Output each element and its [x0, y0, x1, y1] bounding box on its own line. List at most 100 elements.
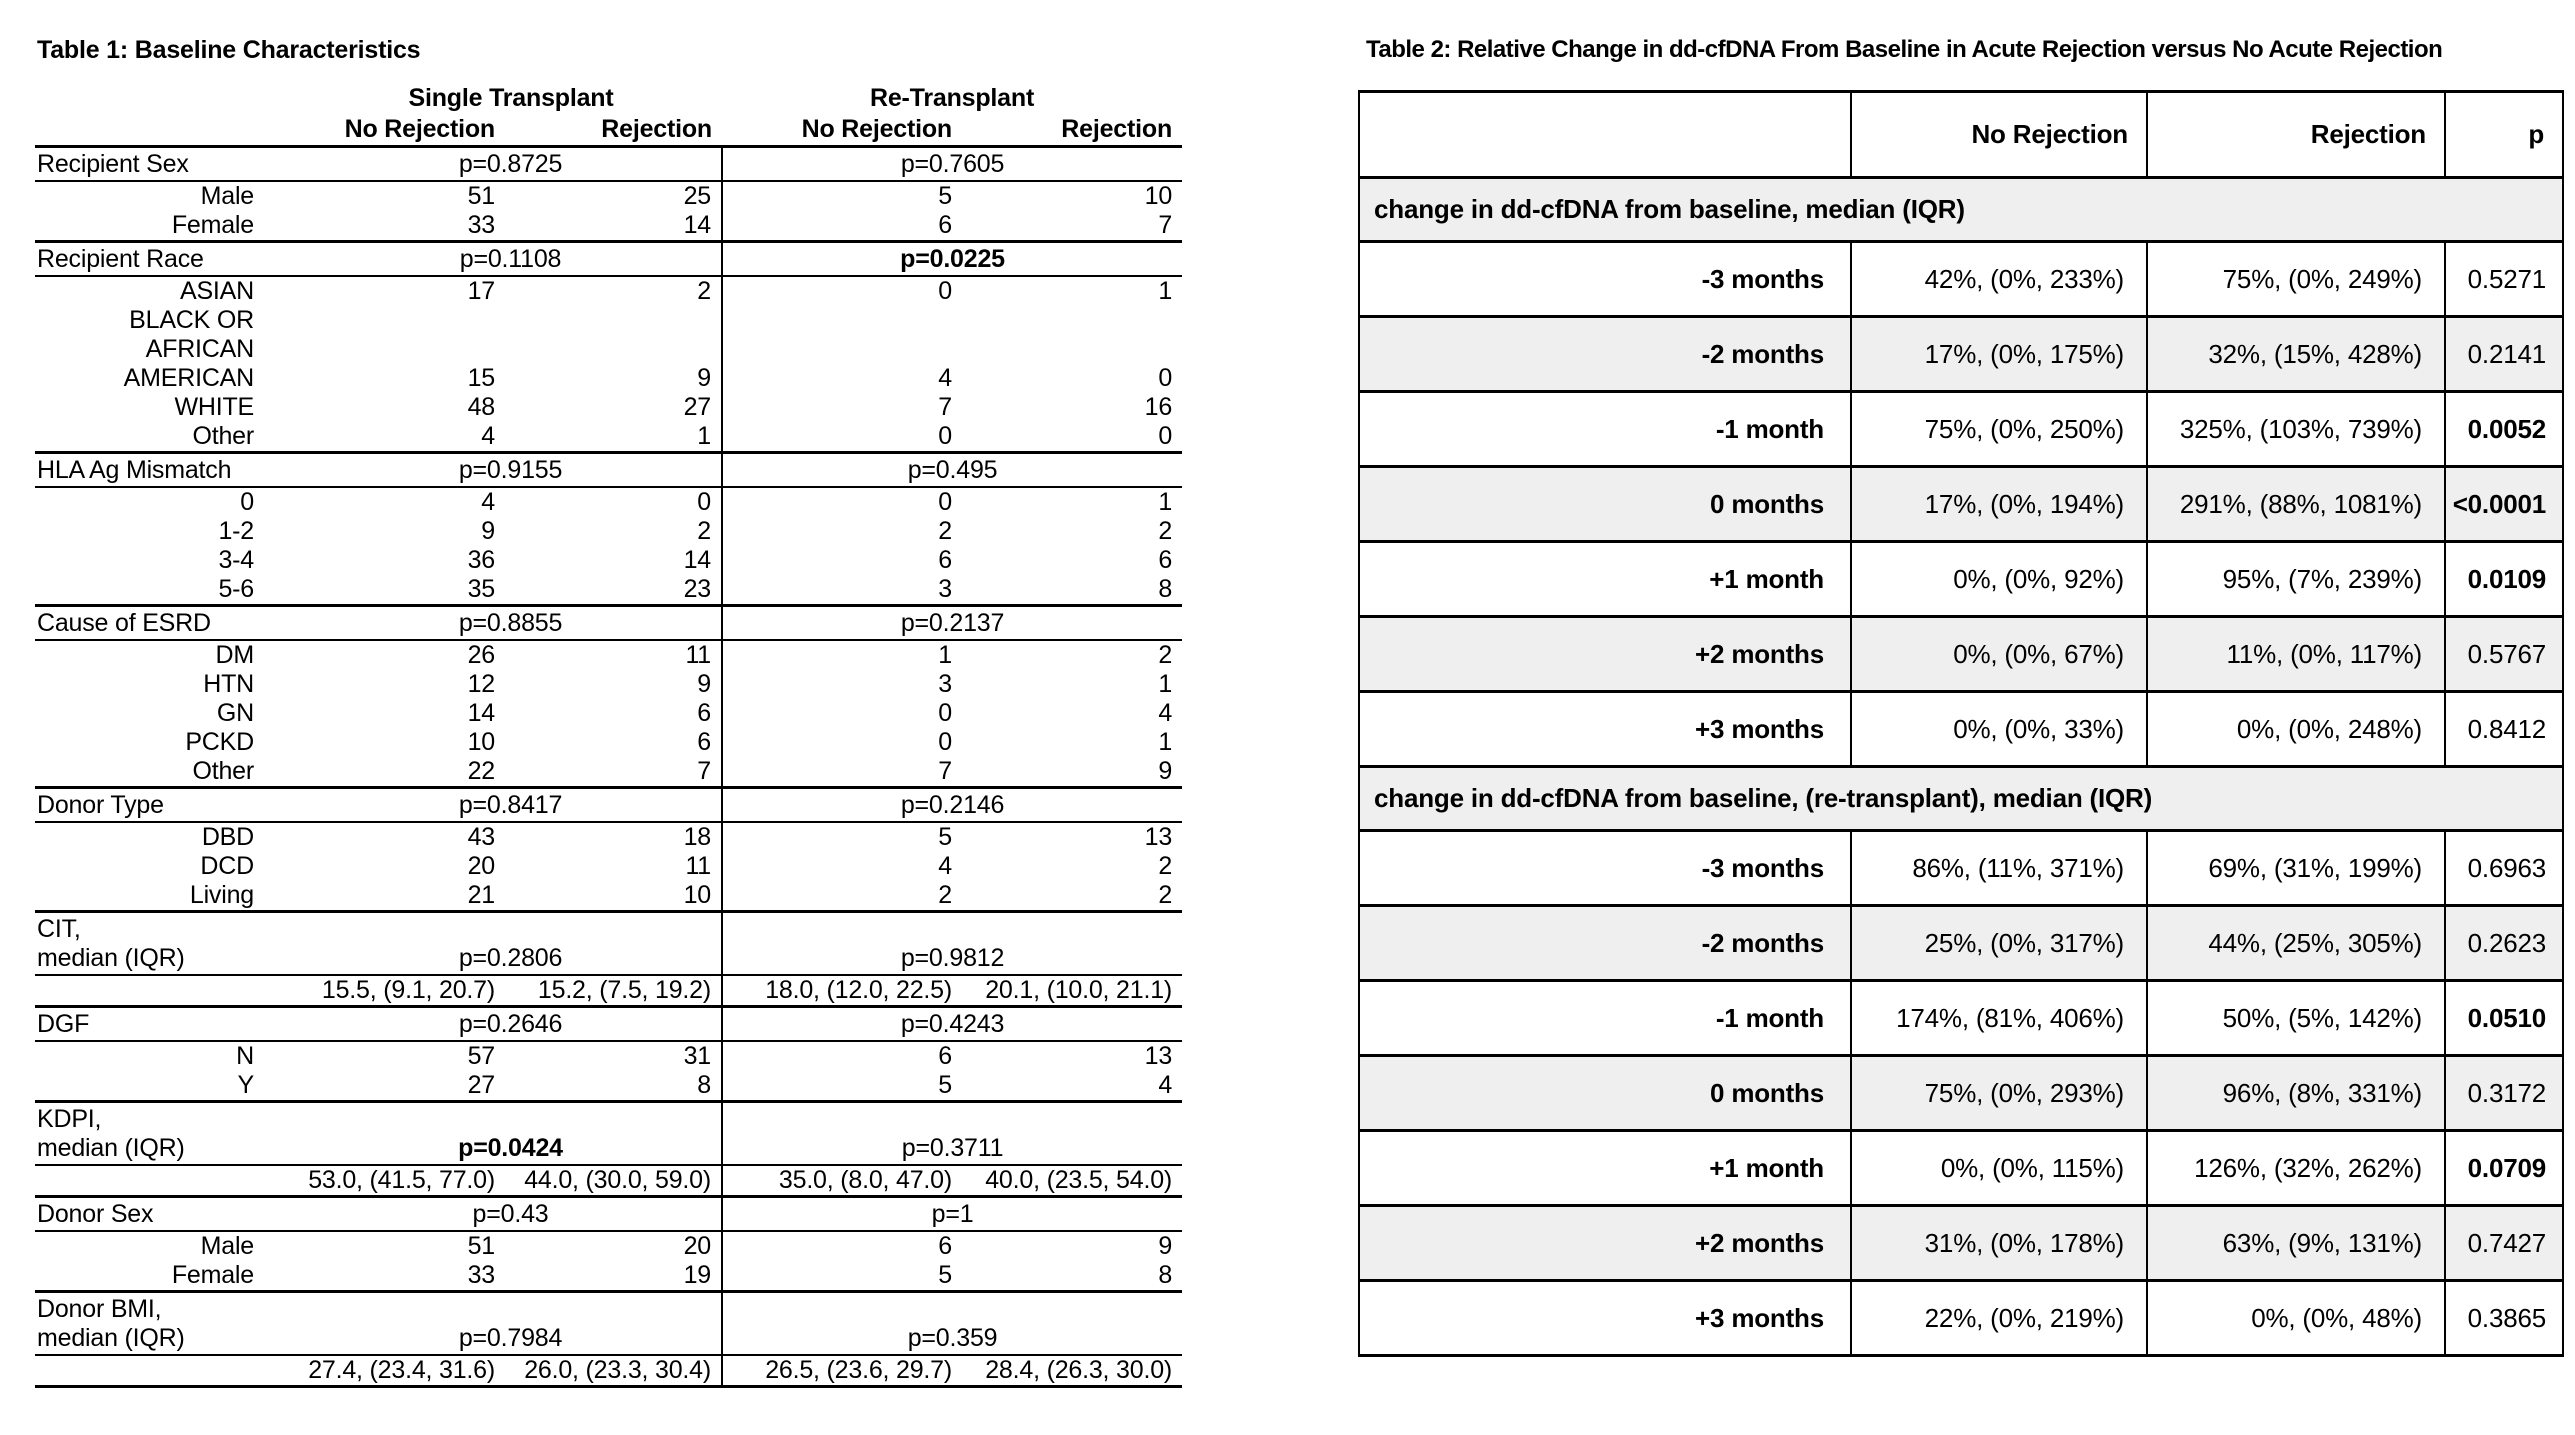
- category-label-cell: HLA Ag Mismatch: [35, 451, 300, 488]
- category-row: Donor Type p=0.8417 p=0.2146: [35, 786, 1183, 823]
- table-row: -2 months 25%, (0%, 317%) 44%, (25%, 305%)…: [1358, 904, 2564, 982]
- table-row: Other 4 1 0 0: [35, 422, 1182, 453]
- month-label-cell: -3 months: [1358, 240, 1852, 318]
- empty-cell: [35, 83, 300, 114]
- category-label-cell: CIT, median (IQR): [35, 910, 300, 976]
- re-transplant-p-cell: p=0.359: [721, 1290, 1183, 1356]
- single-rejection-value-cell: 20: [683, 1232, 712, 1260]
- row-label-cell: WHITE: [174, 393, 254, 421]
- single-rejection-value-cell: 23: [683, 575, 712, 603]
- table-row: +1 month 0%, (0%, 92%) 95%, (7%, 239%) 0.01…: [1358, 540, 2564, 618]
- single-transplant-p-cell: p=0.7984: [300, 1290, 723, 1356]
- empty-cell: [1358, 90, 1852, 179]
- row-label-cell: BLACK OR AFRICAN AMERICAN: [123, 306, 255, 392]
- rejection-value-cell: 126%, (32%, 262%): [2146, 1129, 2446, 1207]
- month-label-cell: -1 month: [1358, 390, 1852, 468]
- re-no-rejection-value-cell: 4: [721, 306, 963, 393]
- no-rejection-value-cell: 174%, (81%, 406%): [1850, 979, 2148, 1057]
- re-no-rejection-value-cell: 6: [721, 1041, 963, 1071]
- re-no-rejection-value-cell: 18.0, (12.0, 22.5): [721, 975, 963, 1007]
- re-rejection-value-cell: 2: [1158, 641, 1173, 669]
- re-transplant-group-header: Re-Transplant: [869, 84, 1035, 112]
- column-header-re-no-rejection: No Rejection: [801, 115, 953, 143]
- table-row: -1 month 75%, (0%, 250%) 325%, (103%, 739%…: [1358, 390, 2564, 468]
- month-label-cell: -1 month: [1358, 979, 1852, 1057]
- table-row: -3 months 42%, (0%, 233%) 75%, (0%, 249%) 0…: [1358, 240, 2564, 318]
- table-row: DM 26 11 1 2: [35, 640, 1182, 670]
- single-no-rejection-value-cell: 22: [467, 757, 496, 785]
- row-label-cell: Female: [171, 211, 254, 239]
- table-row: +2 months 31%, (0%, 178%) 63%, (9%, 131%) 0…: [1358, 1204, 2564, 1282]
- p-value-cell: 0.0052: [2444, 390, 2564, 468]
- no-rejection-value-cell: 31%, (0%, 178%): [1850, 1204, 2148, 1282]
- single-no-rejection-value-cell: 27: [467, 1071, 496, 1099]
- empty-cell: [35, 114, 300, 147]
- single-no-rejection-value-cell: 36: [467, 546, 496, 574]
- table-row: -2 months 17%, (0%, 175%) 32%, (15%, 428%)…: [1358, 315, 2564, 393]
- table1-group-header-row: Single Transplant Re-Transplant: [35, 83, 1182, 114]
- category-row: Recipient Sex p=0.8725 p=0.7605: [35, 145, 1183, 182]
- table-row: Y 27 8 5 4: [35, 1071, 1182, 1102]
- table-row: N 57 31 6 13: [35, 1041, 1182, 1071]
- re-transplant-p-cell: p=0.0225: [721, 240, 1183, 277]
- row-label-cell: GN: [216, 699, 254, 727]
- table-row: WHITE 48 27 7 16: [35, 393, 1182, 422]
- no-rejection-value-cell: 0%, (0%, 92%): [1850, 540, 2148, 618]
- single-no-rejection-value-cell: 27.4, (23.4, 31.6): [308, 1356, 495, 1384]
- table-row: ASIAN 17 2 0 1: [35, 276, 1182, 306]
- single-rejection-value-cell: 11: [685, 641, 712, 669]
- re-rejection-value-cell: 1: [1158, 277, 1173, 305]
- table-row: +3 months 0%, (0%, 33%) 0%, (0%, 248%) 0.84…: [1358, 690, 2564, 768]
- rejection-value-cell: 50%, (5%, 142%): [2146, 979, 2446, 1057]
- re-rejection-value-cell: 4: [1158, 699, 1173, 727]
- re-rejection-value-cell: 0: [1158, 422, 1173, 450]
- rejection-value-cell: 11%, (0%, 117%): [2146, 615, 2446, 693]
- single-rejection-value-cell: 27: [683, 393, 712, 421]
- no-rejection-value-cell: 0%, (0%, 115%): [1850, 1129, 2148, 1207]
- no-rejection-value-cell: 0%, (0%, 67%): [1850, 615, 2148, 693]
- re-rejection-value-cell: 2: [1158, 881, 1173, 909]
- re-no-rejection-value-cell: 35.0, (8.0, 47.0): [721, 1165, 963, 1197]
- row-label-cell: Female: [171, 1261, 254, 1289]
- single-no-rejection-value-cell: 14: [467, 699, 496, 727]
- re-no-rejection-value-cell: 0: [721, 422, 963, 453]
- month-label-cell: 0 months: [1358, 1054, 1852, 1132]
- category-row: Cause of ESRD p=0.8855 p=0.2137: [35, 604, 1183, 641]
- row-label-cell: Other: [192, 757, 254, 785]
- single-no-rejection-value-cell: 12: [467, 670, 496, 698]
- single-transplant-p-cell: p=0.0424: [300, 1100, 723, 1166]
- re-no-rejection-value-cell: 2: [721, 517, 963, 546]
- single-transplant-p-cell: p=0.8855: [300, 604, 723, 641]
- single-transplant-p-cell: p=0.9155: [300, 451, 723, 488]
- rejection-value-cell: 96%, (8%, 331%): [2146, 1054, 2446, 1132]
- re-rejection-value-cell: 7: [1158, 211, 1173, 239]
- table-row: +2 months 0%, (0%, 67%) 11%, (0%, 117%) 0.5…: [1358, 615, 2564, 693]
- re-no-rejection-value-cell: 6: [721, 546, 963, 575]
- re-rejection-value-cell: 1: [1158, 728, 1173, 756]
- re-rejection-value-cell: 8: [1158, 575, 1173, 603]
- row-label-cell: DM: [215, 641, 255, 669]
- row-label-cell: 0: [240, 488, 254, 516]
- table-row: +1 month 0%, (0%, 115%) 126%, (32%, 262%) 0…: [1358, 1129, 2564, 1207]
- row-label-cell: Living: [189, 881, 254, 909]
- single-rejection-value-cell: 0: [697, 488, 712, 516]
- table-row: PCKD 10 6 0 1: [35, 728, 1182, 757]
- single-transplant-p-cell: p=0.8725: [300, 145, 723, 182]
- rejection-value-cell: 0%, (0%, 48%): [2146, 1279, 2446, 1357]
- row-label-cell: Other: [192, 422, 254, 450]
- category-label-cell: Donor Type: [35, 786, 300, 823]
- re-transplant-p-cell: p=1: [721, 1195, 1183, 1232]
- table-row: -1 month 174%, (81%, 406%) 50%, (5%, 142%)…: [1358, 979, 2564, 1057]
- single-rejection-value-cell: 14: [683, 211, 712, 239]
- single-no-rejection-value-cell: 26: [467, 641, 496, 669]
- p-value-cell: 0.3172: [2444, 1054, 2564, 1132]
- row-label-cell: PCKD: [185, 728, 254, 756]
- table-row: 1-2 9 2 2 2: [35, 517, 1182, 546]
- no-rejection-value-cell: 25%, (0%, 317%): [1850, 904, 2148, 982]
- re-rejection-value-cell: 10: [1144, 182, 1173, 210]
- no-rejection-value-cell: 17%, (0%, 175%): [1850, 315, 2148, 393]
- category-label-cell: Recipient Race: [35, 240, 300, 277]
- category-row: Donor BMI, median (IQR) p=0.7984 p=0.359: [35, 1290, 1183, 1356]
- table-row: 5-6 35 23 3 8: [35, 575, 1182, 606]
- p-value-cell: 0.8412: [2444, 690, 2564, 768]
